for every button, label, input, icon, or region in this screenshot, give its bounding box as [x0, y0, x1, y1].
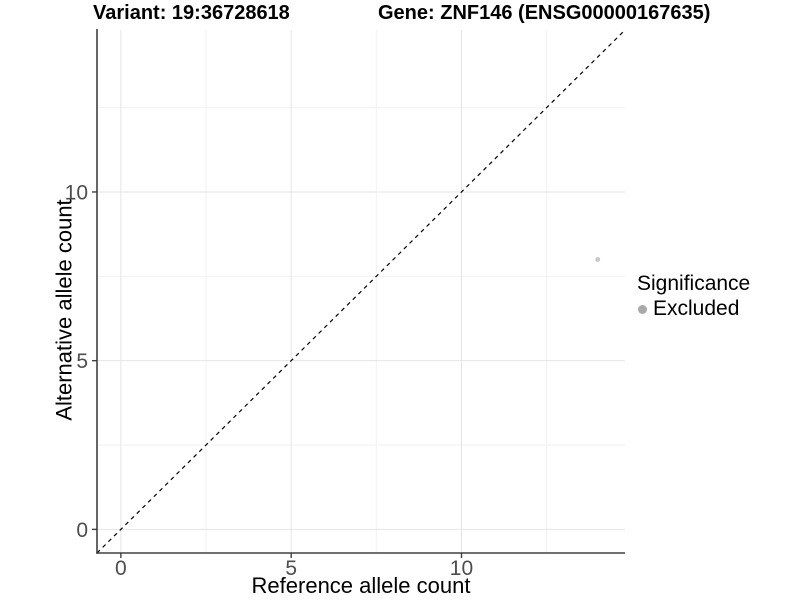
- y-axis-title: Alternative allele count: [52, 199, 78, 421]
- y-axis-title-box: Alternative allele count: [52, 30, 78, 590]
- x-tick-label: 5: [285, 557, 297, 580]
- y-tick-label: 10: [65, 181, 88, 204]
- y-tick-label: 5: [76, 350, 88, 373]
- gene-title: Gene: ZNF146 (ENSG00000167635): [378, 2, 711, 24]
- variant-title: Variant: 19:36728618: [93, 2, 290, 24]
- y-tick-label: 0: [76, 519, 88, 542]
- identity-line: [96, 29, 626, 554]
- x-tick-label: 10: [450, 557, 473, 580]
- legend-key-dot-icon: [638, 304, 647, 314]
- x-axis-title: Reference allele count: [251, 573, 471, 598]
- x-tick-label: 0: [115, 557, 127, 580]
- legend: Significance Excluded: [637, 272, 750, 321]
- legend-item-excluded: Excluded: [638, 297, 750, 321]
- data-point: [595, 257, 601, 262]
- legend-title: Significance: [637, 272, 751, 295]
- legend-item-label: Excluded: [653, 297, 740, 320]
